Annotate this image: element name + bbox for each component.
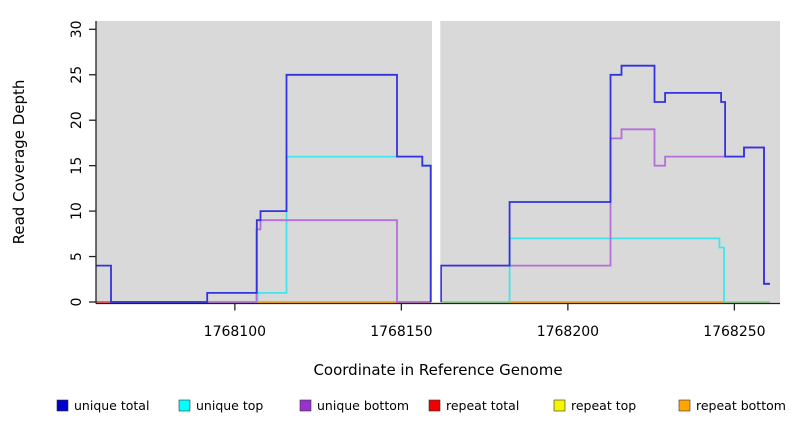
coverage-gap — [432, 21, 441, 303]
series-layer — [96, 64, 770, 303]
legend-label: unique top — [196, 398, 263, 413]
legend-label: repeat total — [446, 398, 519, 413]
x-tick-label: 1768100 — [204, 324, 266, 340]
legend-label: repeat bottom — [696, 398, 786, 413]
legend-swatch-repeat-bottom — [678, 399, 691, 412]
series-line-unique-total — [440, 64, 770, 302]
legend-item-unique-top: unique top — [178, 398, 263, 413]
legend-label: unique bottom — [317, 398, 409, 413]
legend-swatch-unique-bottom — [299, 399, 312, 412]
legend-swatch-unique-total — [56, 399, 69, 412]
x-tick-label: 1768200 — [537, 324, 599, 340]
legend-swatch-repeat-top — [553, 399, 566, 412]
legend-label: unique total — [74, 398, 149, 413]
legend-label: repeat top — [571, 398, 636, 413]
y-axis-title: Read Coverage Depth — [10, 80, 28, 245]
y-tick-label: 5 — [69, 252, 85, 261]
y-tick-label: 15 — [69, 157, 85, 175]
y-tick-label: 30 — [69, 20, 85, 38]
legend-item-repeat-total: repeat total — [428, 398, 519, 413]
x-tick-label: 1768250 — [703, 324, 765, 340]
series-line-unique-total — [96, 73, 432, 303]
legend-swatch-repeat-total — [428, 399, 441, 412]
legend-swatch-unique-top — [178, 399, 191, 412]
x-axis-title: Coordinate in Reference Genome — [313, 361, 562, 379]
y-tick-label: 20 — [69, 111, 85, 129]
y-tick-label: 25 — [69, 66, 85, 84]
legend-item-unique-bottom: unique bottom — [299, 398, 409, 413]
axes-layer: 1768100 1768150 1768200 1768250 0 5 10 15 20 25 30 — [69, 20, 780, 340]
legend-item-repeat-top: repeat top — [553, 398, 636, 413]
y-tick-label: 10 — [69, 202, 85, 220]
legend-item-repeat-bottom: repeat bottom — [678, 398, 786, 413]
y-tick-label: 0 — [69, 298, 85, 307]
legend: unique total unique top unique bottom repea… — [56, 398, 786, 413]
legend-item-unique-total: unique total — [56, 398, 149, 413]
x-tick-label: 1768150 — [370, 324, 432, 340]
